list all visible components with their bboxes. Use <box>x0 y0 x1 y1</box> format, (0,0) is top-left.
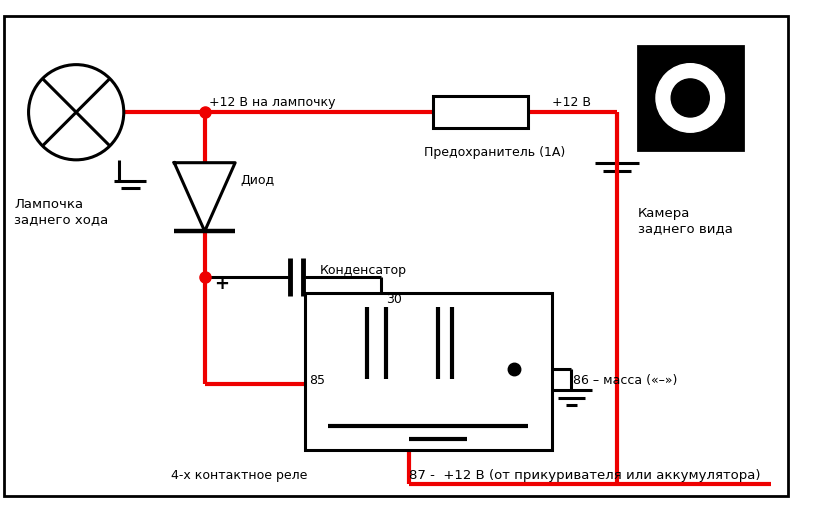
Text: Лампочка
заднего хода: Лампочка заднего хода <box>14 198 108 226</box>
Text: +12 В на лампочку: +12 В на лампочку <box>210 96 336 109</box>
Text: 30: 30 <box>385 293 402 306</box>
Text: Предохранитель (1А): Предохранитель (1А) <box>423 145 565 159</box>
Bar <box>305 293 552 450</box>
Text: +: + <box>214 275 229 293</box>
Text: 86 – масса («–»): 86 – масса («–») <box>573 374 677 387</box>
Text: Камера
заднего вида: Камера заднего вида <box>638 207 733 236</box>
Circle shape <box>28 65 124 160</box>
Text: 85: 85 <box>310 374 325 387</box>
Text: 87 -  +12 В (от прикуривателя или аккумулятора): 87 - +12 В (от прикуривателя или аккумул… <box>409 470 761 482</box>
Text: Диод: Диод <box>240 174 274 187</box>
Circle shape <box>671 79 710 117</box>
Polygon shape <box>174 163 235 231</box>
Bar <box>433 96 528 129</box>
Circle shape <box>656 63 725 132</box>
Text: Конденсатор: Конденсатор <box>319 264 407 276</box>
Text: 4-х контактное реле: 4-х контактное реле <box>171 470 308 482</box>
Bar <box>638 46 743 151</box>
Text: +12 В: +12 В <box>552 96 592 109</box>
